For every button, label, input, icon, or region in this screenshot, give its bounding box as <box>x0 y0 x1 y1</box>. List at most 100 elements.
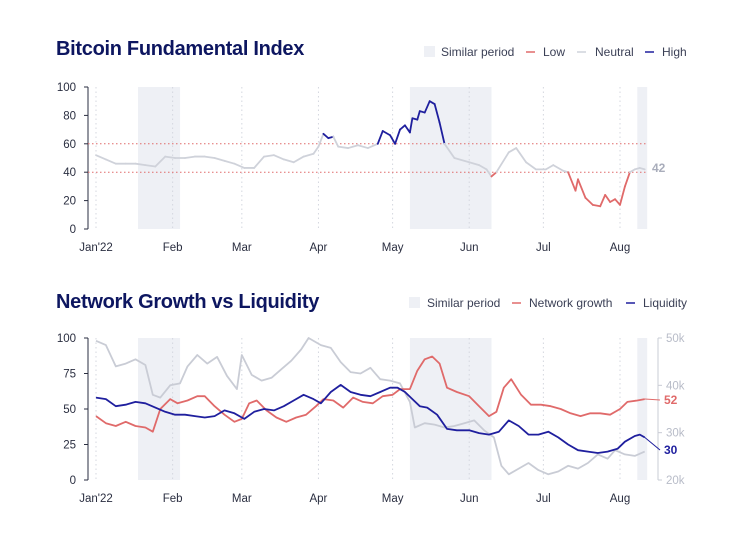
index-segment-low <box>567 171 577 192</box>
index-segment-high <box>428 100 436 105</box>
liquidity-end-label: 30 <box>664 443 678 457</box>
price-line <box>95 337 646 476</box>
index-segment-low <box>619 185 626 206</box>
index-segment-neutral <box>453 157 471 164</box>
y-tick-label: 75 <box>63 369 76 381</box>
y-tick-label: 100 <box>57 82 76 94</box>
index-segment-neutral <box>263 154 275 158</box>
index-segment-low <box>577 178 587 199</box>
x-tick-label: Mar <box>232 493 252 505</box>
index-segment-neutral <box>312 145 320 155</box>
index-segment-neutral <box>468 161 481 167</box>
index-segment-high <box>394 128 401 145</box>
legend-network-growth: Network growth <box>529 296 612 310</box>
index-segment-neutral <box>144 164 157 168</box>
index-segment-neutral <box>332 135 340 148</box>
index-segment-neutral <box>485 168 493 178</box>
index-segment-high <box>399 124 406 131</box>
x-tick-label: Jan'22 <box>79 242 113 254</box>
network-growth-line <box>95 355 645 433</box>
x-tick-label: Jun <box>460 493 479 505</box>
bfi-end-label: 42 <box>652 161 666 175</box>
index-segment-neutral <box>347 144 359 149</box>
y-tick-label: 80 <box>63 110 76 122</box>
index-segment-high <box>438 121 446 145</box>
index-segment-high <box>423 100 431 114</box>
index-segment-neutral <box>638 167 646 171</box>
similar-period-band <box>409 338 492 480</box>
x-tick-label: May <box>382 242 404 254</box>
index-segment-high <box>409 117 414 134</box>
index-segment-high <box>376 130 384 145</box>
index-segment-neutral <box>507 147 518 154</box>
y-tick-label: 60 <box>63 139 76 151</box>
index-segment-high <box>416 110 421 121</box>
network-growth-end-label: 52 <box>664 393 678 407</box>
index-segment-neutral <box>213 157 226 162</box>
x-tick-label: Aug <box>610 242 630 254</box>
legend-high: High <box>662 45 687 59</box>
index-segment-neutral <box>443 142 456 159</box>
index-segment-neutral <box>292 155 305 164</box>
liquidity-line-end-connector <box>644 437 661 451</box>
index-segment-high <box>381 130 392 137</box>
index-segment-low <box>624 171 631 188</box>
index-segment-low <box>604 194 612 203</box>
right-y-tick-label: 30k <box>666 428 685 440</box>
index-segment-neutral <box>544 164 555 171</box>
index-segment-low <box>574 178 579 192</box>
legend-neutral: Neutral <box>595 45 634 59</box>
legend-swatch-similar-period <box>424 46 435 57</box>
y-tick-label: 25 <box>63 440 76 452</box>
index-segment-neutral <box>164 155 176 159</box>
legend-similar-period: Similar period <box>427 296 500 310</box>
x-tick-label: Apr <box>309 493 327 505</box>
index-segment-high <box>389 134 396 145</box>
right-y-tick-label: 20k <box>666 475 685 487</box>
y-tick-label: 0 <box>70 224 76 236</box>
index-segment-neutral <box>495 151 510 174</box>
legend-swatch-similar-period <box>409 297 420 308</box>
index-segment-neutral <box>552 164 565 172</box>
index-segment-neutral <box>95 154 107 161</box>
index-segment-low <box>609 198 616 203</box>
legend-low: Low <box>543 45 565 59</box>
index-segment-neutral <box>184 155 196 159</box>
similar-period-band <box>637 87 648 229</box>
index-segment-low <box>614 198 621 206</box>
legend-similar-period: Similar period <box>441 45 514 59</box>
index-segment-neutral <box>154 155 167 168</box>
index-segment-neutral <box>337 145 350 149</box>
bfi-plot: Jan'22 Feb Mar Apr May Jun Jul Aug 0 20 40 60 80 100 <box>57 82 648 254</box>
index-segment-neutral <box>302 152 315 158</box>
network-liquidity-plot: Jan'22 Feb Mar Apr May Jun Jul Aug 0 25 50 75 100 20k… <box>57 333 685 505</box>
index-segment-low <box>591 203 602 208</box>
x-tick-label: Jul <box>536 242 551 254</box>
index-segment-neutral <box>104 158 117 165</box>
index-segment-neutral <box>273 154 285 161</box>
chart-title: Bitcoin Fundamental Index <box>56 38 304 60</box>
index-segment-high <box>433 103 441 124</box>
index-segment-neutral <box>282 158 295 164</box>
index-segment-neutral <box>317 132 325 148</box>
similar-period-band <box>409 87 492 229</box>
y-tick-label: 50 <box>63 404 76 416</box>
index-segment-high <box>404 124 411 134</box>
network-growth-line-end-connector <box>644 398 661 401</box>
x-tick-label: Jan'22 <box>79 493 113 505</box>
index-segment-neutral <box>134 162 147 167</box>
x-tick-label: Jul <box>536 493 551 505</box>
index-segment-low <box>490 171 498 178</box>
index-segment-neutral <box>223 159 236 165</box>
x-tick-label: Mar <box>232 242 252 254</box>
index-segment-neutral <box>478 164 488 171</box>
index-segment-neutral <box>515 147 527 164</box>
index-segment-neutral <box>357 144 369 149</box>
index-segment-low <box>584 196 594 206</box>
similar-period-band <box>637 338 648 480</box>
x-tick-label: Apr <box>309 242 327 254</box>
legend-liquidity: Liquidity <box>643 296 687 310</box>
x-tick-label: Jun <box>460 242 479 254</box>
y-tick-label: 40 <box>63 167 76 179</box>
